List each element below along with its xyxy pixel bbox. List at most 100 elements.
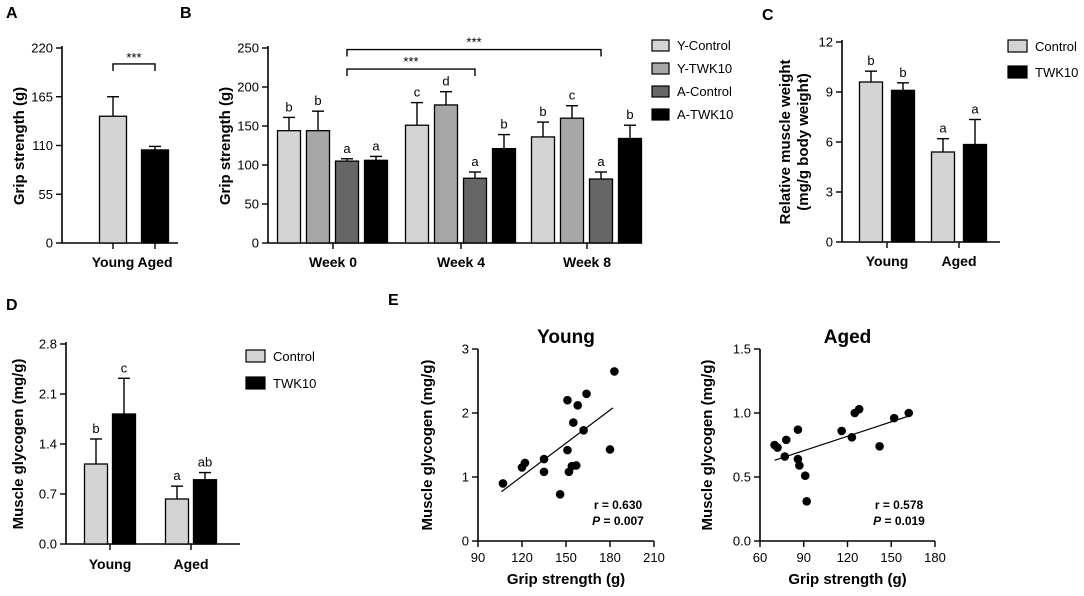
b-y-tick-label: 200 xyxy=(237,80,259,95)
e-aged-p-number: = 0.019 xyxy=(881,514,925,528)
e-young-x-tick-label: 150 xyxy=(555,550,577,565)
d-y-tick-label: 2.1 xyxy=(39,387,57,402)
b-a-control-significance-letter: a xyxy=(597,154,605,169)
a-category-label: Young xyxy=(92,254,135,270)
chart-e-aged-scatter: 0.0 0.5 1.0 1.5 60 90 120 150 180 Aged Grip streng… xyxy=(699,327,946,588)
c-y-tick-label: 12 xyxy=(819,35,833,50)
b-y-tick-label: 100 xyxy=(237,158,259,173)
b-y-control-significance-letter: b xyxy=(539,104,546,119)
b-legend-label: A-Control xyxy=(677,84,732,99)
e-young-y-tick-label: 3 xyxy=(462,342,469,357)
b-legend-label: Y-TWK10 xyxy=(677,61,732,76)
e-young-regression-line xyxy=(501,407,614,493)
e-young-y-tick-label: 0 xyxy=(462,534,469,549)
e-aged-data-point xyxy=(889,413,899,423)
e-young-data-point xyxy=(571,461,581,470)
e-young-y-tick-label: 1 xyxy=(462,470,469,485)
c-y-axis-title-units: (mg/g body weight) xyxy=(795,73,812,210)
b-a-twk10-significance-letter: b xyxy=(626,107,633,122)
d-category-label: Aged xyxy=(174,556,209,572)
b-y-tick-label: 50 xyxy=(245,197,259,212)
c-y-tick-label: 3 xyxy=(826,185,833,200)
panel-label-e: E xyxy=(388,292,399,309)
chart-d-muscle-glycogen: 0.0 0.7 1.4 2.1 2.8 Muscle glycogen (mg/g) b c Y… xyxy=(10,337,316,573)
b-legend-label: A-TWK10 xyxy=(677,107,733,122)
chart-e-young-scatter: 0 1 2 3 90 120 150 180 210 Young Grip strength (g)… xyxy=(419,327,665,588)
d-twk10-bar xyxy=(192,479,218,545)
b-a-twk10-bar xyxy=(363,159,389,244)
c-category-label: Aged xyxy=(942,253,977,269)
e-aged-x-axis-title: Grip strength (g) xyxy=(788,571,906,588)
chart-a-grip-strength: 0 55 110 165 220 Grip strength (g) Young Aged **… xyxy=(11,41,178,270)
e-young-data-point xyxy=(610,367,619,376)
b-y-control-significance-letter: b xyxy=(285,99,292,114)
e-young-x-axis-title: Grip strength (g) xyxy=(507,571,625,588)
e-young-p-symbol: P xyxy=(592,514,601,528)
b-y-control-bar xyxy=(530,136,556,244)
a-significance-bracket xyxy=(112,63,156,71)
b-a-control-significance-letter: a xyxy=(343,141,351,156)
e-aged-data-point xyxy=(780,452,790,461)
e-aged-regression-line xyxy=(774,414,911,461)
a-y-tick-label: 0 xyxy=(46,236,53,251)
e-aged-data-point xyxy=(854,404,864,414)
b-y-axis-title: Grip strength (g) xyxy=(217,87,234,205)
e-aged-data-point xyxy=(847,433,857,442)
e-young-y-axis-title: Muscle glycogen (mg/g) xyxy=(419,360,436,531)
e-young-data-point xyxy=(498,479,508,488)
b-legend-swatch xyxy=(651,39,670,52)
e-aged-data-point xyxy=(837,426,846,436)
e-young-p-value: P = 0.007 xyxy=(592,514,644,528)
e-young-x-tick-label: 180 xyxy=(599,550,621,565)
c-twk10-significance-letter: a xyxy=(971,102,979,117)
b-legend-swatch xyxy=(651,85,670,98)
b-y-twk10-significance-letter: c xyxy=(569,88,576,103)
chart-c-muscle-weight: 0 3 6 9 12 Relative muscle weight (mg/g body w… xyxy=(777,35,1078,270)
b-significance-bracket xyxy=(346,48,602,57)
b-a-twk10-bar xyxy=(491,147,517,244)
e-young-data-point xyxy=(579,425,588,435)
b-significance-stars: *** xyxy=(466,35,481,50)
d-legend-swatch xyxy=(245,349,266,363)
e-aged-y-axis-title: Muscle glycogen (mg/g) xyxy=(699,360,716,531)
b-legend-swatch xyxy=(651,62,670,75)
c-y-tick-label: 6 xyxy=(826,135,833,150)
d-control-significance-letter: b xyxy=(92,421,99,436)
e-young-data-point xyxy=(569,418,578,427)
e-aged-p-value: P = 0.019 xyxy=(873,514,925,528)
c-legend-swatch xyxy=(1007,65,1028,79)
b-legend-swatch xyxy=(651,108,670,121)
e-aged-data-point xyxy=(802,497,811,506)
d-control-bar xyxy=(83,463,109,545)
e-aged-y-tick-label: 1.0 xyxy=(733,406,751,421)
b-significance-bracket xyxy=(346,68,476,77)
c-control-significance-letter: a xyxy=(939,121,947,136)
a-y-tick-label: 55 xyxy=(39,187,53,202)
e-aged-x-tick-label: 60 xyxy=(753,550,767,565)
b-a-twk10-significance-letter: b xyxy=(500,117,507,132)
e-young-x-tick-label: 90 xyxy=(471,550,485,565)
e-young-data-point xyxy=(539,454,549,464)
e-aged-y-tick-label: 0.5 xyxy=(733,470,751,485)
b-category-label: Week 8 xyxy=(563,254,611,270)
a-y-tick-label: 165 xyxy=(31,89,53,104)
c-control-bar xyxy=(858,81,884,243)
c-legend-label: Control xyxy=(1035,39,1077,54)
b-y-twk10-bar xyxy=(305,130,331,244)
e-aged-p-symbol: P xyxy=(873,514,882,528)
b-y-twk10-bar xyxy=(559,117,585,244)
panel-label-b: B xyxy=(180,5,192,22)
a-category-label: Aged xyxy=(138,254,173,270)
e-aged-data-point xyxy=(793,454,803,464)
c-control-significance-letter: b xyxy=(867,53,874,68)
d-legend-label: TWK10 xyxy=(273,376,316,391)
b-y-twk10-significance-letter: d xyxy=(442,74,449,89)
c-legend-label: TWK10 xyxy=(1035,65,1078,80)
e-young-plot-title: Young xyxy=(537,327,595,348)
e-aged-x-tick-label: 180 xyxy=(924,550,946,565)
e-aged-x-tick-label: 90 xyxy=(797,550,811,565)
d-legend-label: Control xyxy=(273,349,315,364)
d-y-tick-label: 2.8 xyxy=(39,337,57,352)
b-legend-label: Y-Control xyxy=(677,38,731,53)
a-young-bar xyxy=(98,115,128,244)
